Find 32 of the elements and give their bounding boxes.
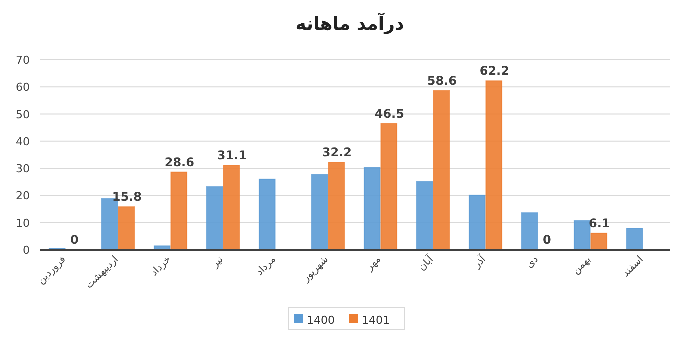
data-label: 46.5 — [374, 106, 404, 121]
chart-title: درآمد ماهانه — [296, 12, 404, 35]
data-label: 31.1 — [217, 148, 247, 163]
x-tick-label: مرداد — [254, 254, 278, 278]
data-label: 15.8 — [112, 190, 142, 204]
x-tick-label: دی — [524, 254, 541, 271]
y-tick-label: 60 — [16, 81, 30, 94]
x-tick-label: تیر — [209, 254, 226, 271]
y-tick-label: 50 — [16, 108, 30, 122]
x-tick-label: آبان — [415, 252, 437, 274]
data-label: 28.6 — [164, 155, 194, 170]
y-tick-label: 20 — [16, 190, 30, 203]
y-tick-label: 70 — [16, 54, 30, 67]
data-label: 0 — [542, 233, 552, 247]
x-tick-label: آذر — [470, 252, 490, 272]
legend-label: 1400 — [307, 314, 335, 327]
x-tick-label: مهر — [364, 254, 384, 274]
x-tick-label: خرداد — [149, 254, 174, 279]
data-label: 32.2 — [322, 146, 352, 160]
x-tick-label: فروردین — [36, 254, 69, 287]
data-label: 58.6 — [427, 74, 457, 88]
legend-label: 1401 — [362, 314, 390, 327]
x-tick-label: شهریور — [300, 254, 331, 285]
data-label: 62.2 — [480, 64, 510, 78]
y-tick-label: 30 — [16, 162, 30, 176]
y-tick-label: 0 — [23, 244, 30, 257]
data-label: 0 — [70, 233, 79, 247]
x-tick-label: بهمن — [570, 254, 594, 277]
y-tick-label: 40 — [16, 135, 30, 148]
y-tick-label: 10 — [16, 216, 30, 230]
x-tick-label: اردیبهشت — [84, 254, 121, 292]
x-tick-label: اسفند — [620, 254, 646, 280]
